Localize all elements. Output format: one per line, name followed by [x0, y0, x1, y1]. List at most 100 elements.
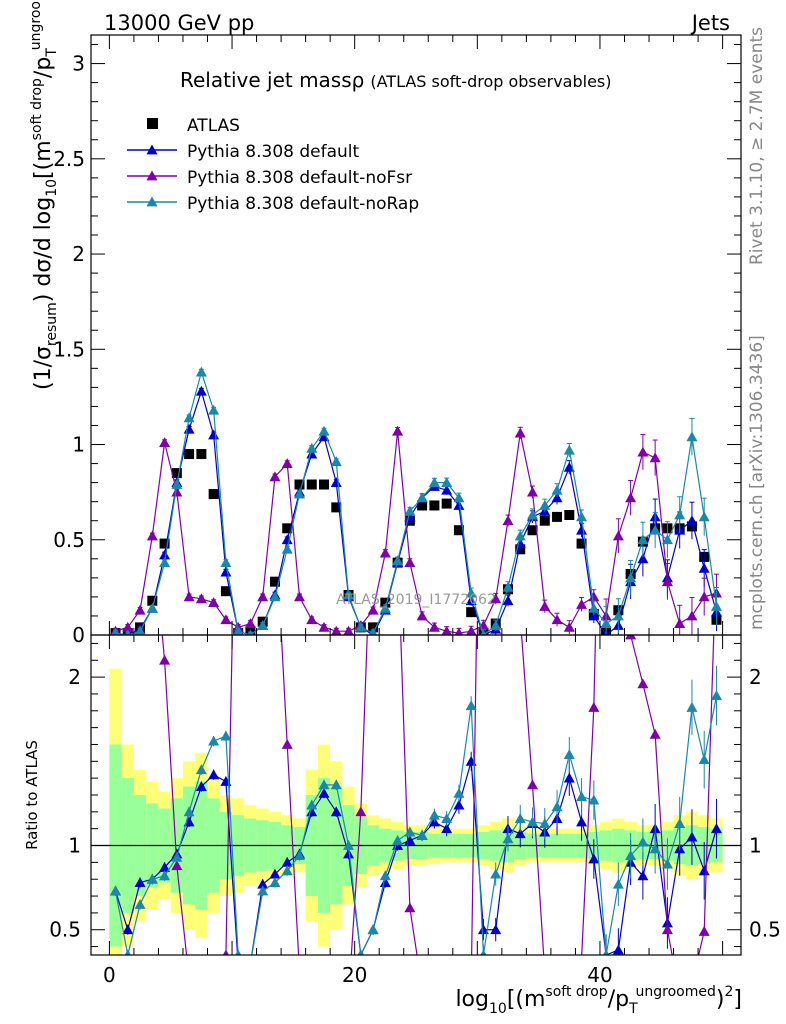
data-point [392, 425, 404, 436]
data-point [379, 547, 391, 558]
data-point [649, 452, 661, 463]
data-point [552, 511, 563, 522]
data-point [306, 442, 318, 453]
data-point [124, 629, 131, 635]
data-point [306, 614, 318, 625]
data-point [343, 625, 354, 635]
data-point [563, 444, 575, 455]
ratio-point [527, 816, 539, 827]
data-point [417, 500, 428, 511]
data-point [330, 477, 342, 488]
data-point [661, 576, 673, 587]
data-point [686, 515, 698, 526]
legend-entry: ATLAS [187, 116, 240, 136]
data-point [159, 538, 170, 549]
y-tick-label: 0.5 [53, 528, 85, 552]
ratio-point [404, 826, 416, 837]
data-point [416, 492, 428, 503]
ratio-point [355, 806, 367, 817]
ratio-point [686, 701, 698, 712]
ratio-point [343, 840, 355, 850]
ratio-point [171, 851, 183, 862]
ratio-line [161, 635, 715, 955]
data-point [674, 509, 686, 520]
data-point [159, 557, 171, 568]
data-point [343, 589, 355, 600]
data-point [527, 486, 539, 497]
data-point [564, 510, 575, 520]
y-tick-label: 2.5 [53, 147, 85, 171]
data-point [490, 593, 502, 604]
data-point [257, 591, 269, 602]
mcplots-label: mcplots.cern.ch [arXiv:1306.3436] [747, 335, 767, 630]
data-point [184, 449, 195, 460]
ratio-point [710, 690, 722, 701]
data-point [637, 534, 649, 545]
legend-marker [146, 144, 158, 155]
ratio-point [146, 873, 158, 884]
ratio-point [698, 925, 710, 936]
data-point [527, 525, 538, 536]
data-point [380, 597, 391, 608]
ratio-point [159, 861, 171, 872]
data-point [281, 534, 293, 545]
watermark: ATLAS_2019_I1772062 [336, 592, 496, 608]
y-tick-label: 1 [72, 433, 85, 457]
legend-entry: Pythia 8.308 default-noRap [187, 194, 419, 214]
data-point [404, 511, 416, 522]
ratio-point [416, 829, 428, 840]
data-point [539, 600, 551, 611]
data-point [576, 599, 588, 609]
data-point [710, 600, 722, 611]
ratio-point [428, 809, 440, 820]
data-point [588, 602, 600, 613]
legend: ATLAS Pythia 8.308 default Pythia 8.308 de… [127, 116, 419, 214]
data-point [293, 591, 305, 602]
data-point [331, 625, 342, 635]
data-point [453, 492, 465, 503]
data-point [551, 492, 563, 503]
ratio-point [195, 781, 207, 791]
data-point [159, 549, 171, 560]
ratio-point [257, 878, 269, 889]
data-point [404, 505, 416, 516]
y-tick-label: 1.5 [53, 337, 85, 361]
ratio-point [514, 828, 526, 839]
data-point [465, 587, 477, 598]
data-point [208, 404, 220, 415]
data-point [281, 458, 293, 468]
ratio-point [612, 878, 624, 889]
top-y-axis-label: (1/σresum) dσ/d log10[(msoft drop/pTungr… [28, 0, 60, 390]
data-point [466, 625, 477, 635]
data-point [612, 530, 624, 541]
ratio-point [441, 813, 453, 823]
data-point [232, 625, 244, 635]
ratio-point [661, 924, 673, 935]
ratio-point [563, 749, 575, 759]
data-point [514, 427, 526, 438]
ratio-point [514, 813, 526, 823]
data-point [698, 562, 710, 573]
data-point [698, 591, 710, 602]
ratio-point [453, 799, 465, 810]
ratio-point [603, 949, 610, 955]
data-point [453, 525, 464, 536]
data-point [171, 486, 183, 497]
data-point [551, 614, 563, 625]
data-point [502, 581, 514, 592]
ratio-y-tick-label-left: 1 [68, 834, 81, 858]
ratio-point [686, 831, 698, 842]
header-right: Jets [690, 11, 730, 35]
data-point [195, 385, 207, 396]
data-point [208, 429, 220, 440]
ratio-point [110, 885, 122, 896]
data-point [453, 499, 465, 510]
ratio-y-tick-label-left: 0.5 [49, 918, 81, 942]
legend-marker-atlas [147, 118, 158, 129]
ratio-point [367, 924, 379, 935]
ratio-point [269, 877, 281, 887]
ratio-point [588, 794, 600, 805]
ratio-point [392, 834, 404, 845]
data-point [319, 479, 330, 490]
data-point [367, 604, 379, 615]
